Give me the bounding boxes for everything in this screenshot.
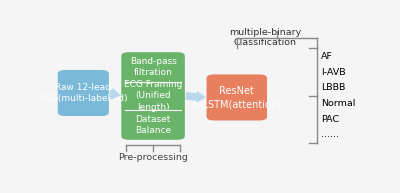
Text: Raw 12-lead
ECG(multi-labelled): Raw 12-lead ECG(multi-labelled) <box>39 83 128 103</box>
FancyBboxPatch shape <box>206 74 267 120</box>
Text: ResNet
BiLSTM(attention): ResNet BiLSTM(attention) <box>193 86 281 109</box>
Text: LBBB: LBBB <box>321 83 346 92</box>
Text: ......: ...... <box>321 130 339 139</box>
Text: Band-pass
filtration: Band-pass filtration <box>130 57 176 77</box>
Text: multiple-binary
Classification: multiple-binary Classification <box>229 28 302 47</box>
FancyBboxPatch shape <box>58 70 109 116</box>
Text: ECG Framing
(Unified
length): ECG Framing (Unified length) <box>124 80 182 112</box>
Text: I-AVB: I-AVB <box>321 68 346 77</box>
Text: Pre-processing: Pre-processing <box>118 153 188 162</box>
FancyArrowPatch shape <box>110 88 120 99</box>
FancyArrowPatch shape <box>186 91 205 102</box>
FancyBboxPatch shape <box>121 52 185 140</box>
Text: PAC: PAC <box>321 114 339 124</box>
Text: Dataset
Balance: Dataset Balance <box>135 115 171 135</box>
Text: Normal: Normal <box>321 99 356 108</box>
Text: AF: AF <box>321 52 333 61</box>
